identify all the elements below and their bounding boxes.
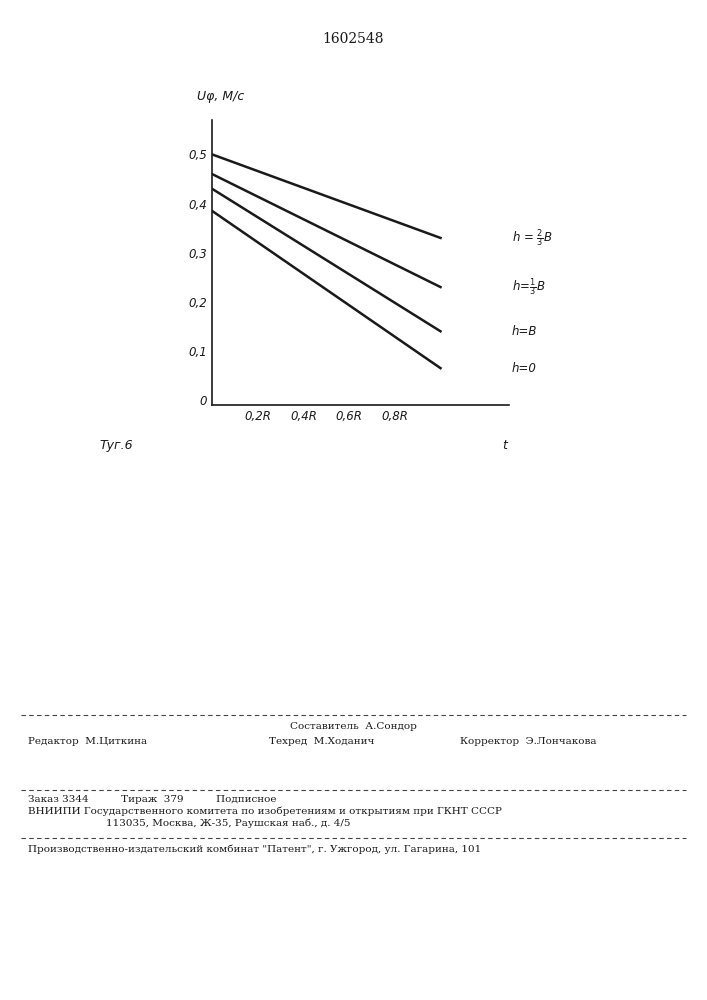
Text: h=0: h=0 <box>512 362 537 375</box>
Text: Заказ 3344          Тираж  379          Подписное: Заказ 3344 Тираж 379 Подписное <box>28 795 276 804</box>
Text: Τуг.6: Τуг.6 <box>99 439 133 452</box>
Text: Техред  М.Ходанич: Техред М.Ходанич <box>269 737 374 746</box>
Text: h=$\frac{1}{3}$B: h=$\frac{1}{3}$B <box>512 276 545 298</box>
Text: 113035, Москва, Ж-35, Раушская наб., д. 4/5: 113035, Москва, Ж-35, Раушская наб., д. … <box>106 819 351 828</box>
Text: Производственно-издательский комбинат "Патент", г. Ужгород, ул. Гагарина, 101: Производственно-издательский комбинат "П… <box>28 845 481 854</box>
Text: h=B: h=B <box>512 325 537 338</box>
Text: 1602548: 1602548 <box>323 32 384 46</box>
Text: Составитель  А.Сондор: Составитель А.Сондор <box>290 722 417 731</box>
Text: Корректор  Э.Лончакова: Корректор Э.Лончакова <box>460 737 596 746</box>
Text: ВНИИПИ Государственного комитета по изобретениям и открытиям при ГКНТ СССР: ВНИИПИ Государственного комитета по изоб… <box>28 807 502 816</box>
Text: t: t <box>502 439 507 452</box>
Text: Редактор  М.Циткина: Редактор М.Циткина <box>28 737 147 746</box>
Text: Uφ, М/c: Uφ, М/c <box>197 90 245 103</box>
Text: h = $\frac{2}{3}$B: h = $\frac{2}{3}$B <box>512 227 553 249</box>
